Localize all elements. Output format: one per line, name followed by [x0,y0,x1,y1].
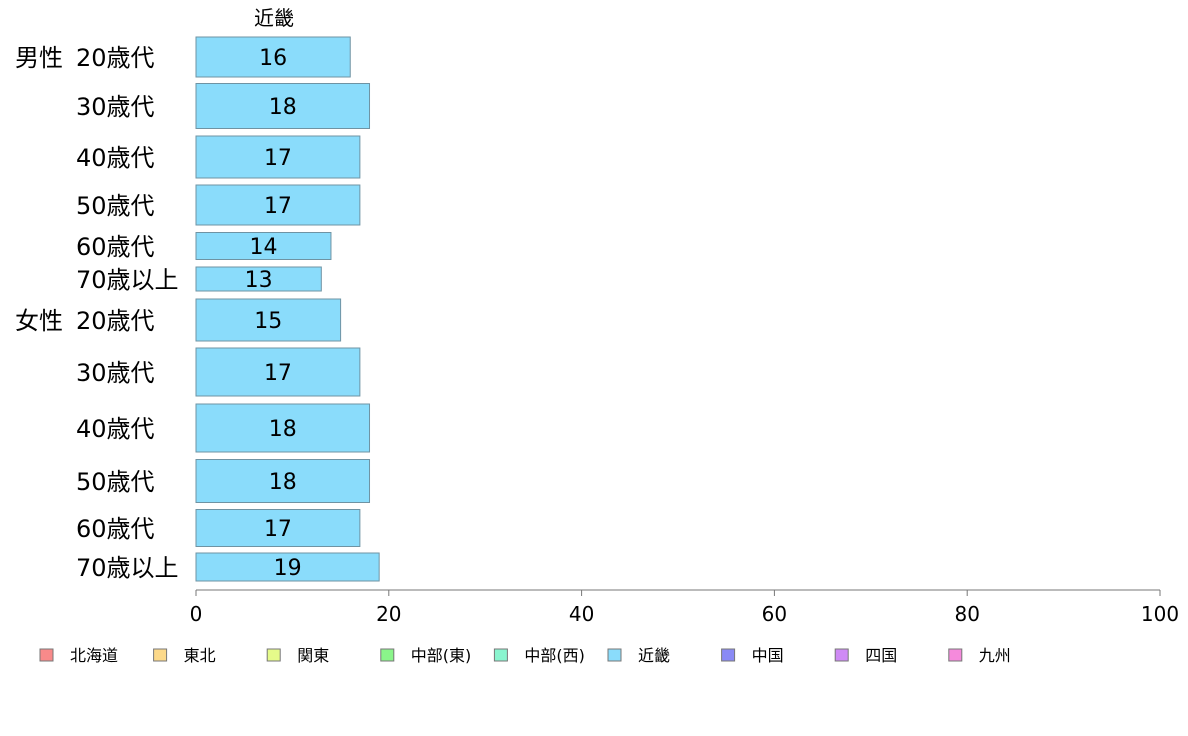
chart-title: 近畿 [254,6,294,30]
category-labels: 20歳代 30歳代 40歳代 50歳代 60歳代 70歳以上 20歳代 30歳代 40歳代 50歳… [76,44,179,582]
legend-swatch [380,648,395,662]
legend-item: 関東 [266,646,329,665]
legend-swatch [834,648,849,662]
group-label: 女性 [15,307,63,335]
bar [195,403,371,453]
x-tick-label: 60 [762,602,787,626]
category-label: 70歳以上 [76,266,179,294]
legend-item: 中部(東) [380,646,472,665]
bar [195,135,361,179]
category-label: 60歳代 [76,233,155,261]
bar [195,232,332,260]
bar-value-label: 14 [249,235,277,260]
legend-item: 中国 [721,646,784,665]
legend: 北海道 東北 関東 中部(東) 中部(西) 近畿 中国 四国 九州 [39,646,1011,665]
bar [195,266,322,292]
x-tick-label: 20 [376,602,401,626]
x-tick-label: 100 [1141,602,1179,626]
bar-value-label: 17 [264,146,292,171]
x-axis: 0 20 40 60 80 100 [190,589,1179,626]
legend-label: 関東 [297,646,329,665]
bar-value-label: 19 [274,556,302,581]
legend-item: 九州 [948,646,1011,665]
legend-item: 東北 [153,646,216,665]
bar-value-label: 18 [269,417,297,442]
bar-value-label: 15 [254,309,282,334]
category-label: 20歳代 [76,307,155,335]
legend-swatch [39,648,54,662]
bar [195,298,342,342]
bar [195,459,371,503]
category-label: 40歳代 [76,415,155,443]
legend-label: 中部(西) [524,646,585,665]
legend-label: 近畿 [638,646,670,665]
legend-swatch [153,648,168,662]
legend-swatch [607,648,622,662]
category-label: 20歳代 [76,44,155,72]
bar [195,509,361,547]
bar [195,83,371,129]
legend-label: 中国 [752,646,784,665]
bar [195,184,361,226]
bar-value-label: 18 [269,95,297,120]
legend-item: 中部(西) [493,646,585,665]
legend-label: 九州 [979,646,1011,665]
bar-value-label: 18 [269,470,297,495]
group-label: 男性 [15,44,63,72]
legend-swatch [266,648,281,662]
legend-item: 近畿 [607,646,670,665]
bar [195,36,351,78]
bar [195,347,361,397]
category-label: 60歳代 [76,515,155,543]
legend-item: 四国 [834,646,897,665]
bar-value-label: 17 [264,361,292,386]
bar-value-label: 17 [264,194,292,219]
x-tick-label: 80 [954,602,979,626]
category-label: 50歳代 [76,468,155,496]
bar-value-label: 16 [259,46,287,71]
category-label: 40歳代 [76,144,155,172]
legend-label: 中部(東) [411,646,472,665]
legend-label: 北海道 [70,646,118,665]
category-label: 70歳以上 [76,554,179,582]
bar-value-label: 17 [264,517,292,542]
x-tick-label: 40 [569,602,594,626]
bar [195,552,380,582]
legend-swatch [493,648,508,662]
category-label: 30歳代 [76,93,155,121]
legend-item: 北海道 [39,646,118,665]
legend-swatch [948,648,963,662]
legend-label: 四国 [865,646,897,665]
legend-label: 東北 [184,646,216,665]
category-label: 50歳代 [76,192,155,220]
category-label: 30歳代 [76,359,155,387]
bar-value-label: 13 [245,268,273,293]
legend-swatch [721,648,736,662]
value-labels: 16 18 17 17 14 13 15 17 18 18 17 19 [245,46,302,581]
x-tick-label: 0 [190,602,203,626]
bars [195,36,380,582]
